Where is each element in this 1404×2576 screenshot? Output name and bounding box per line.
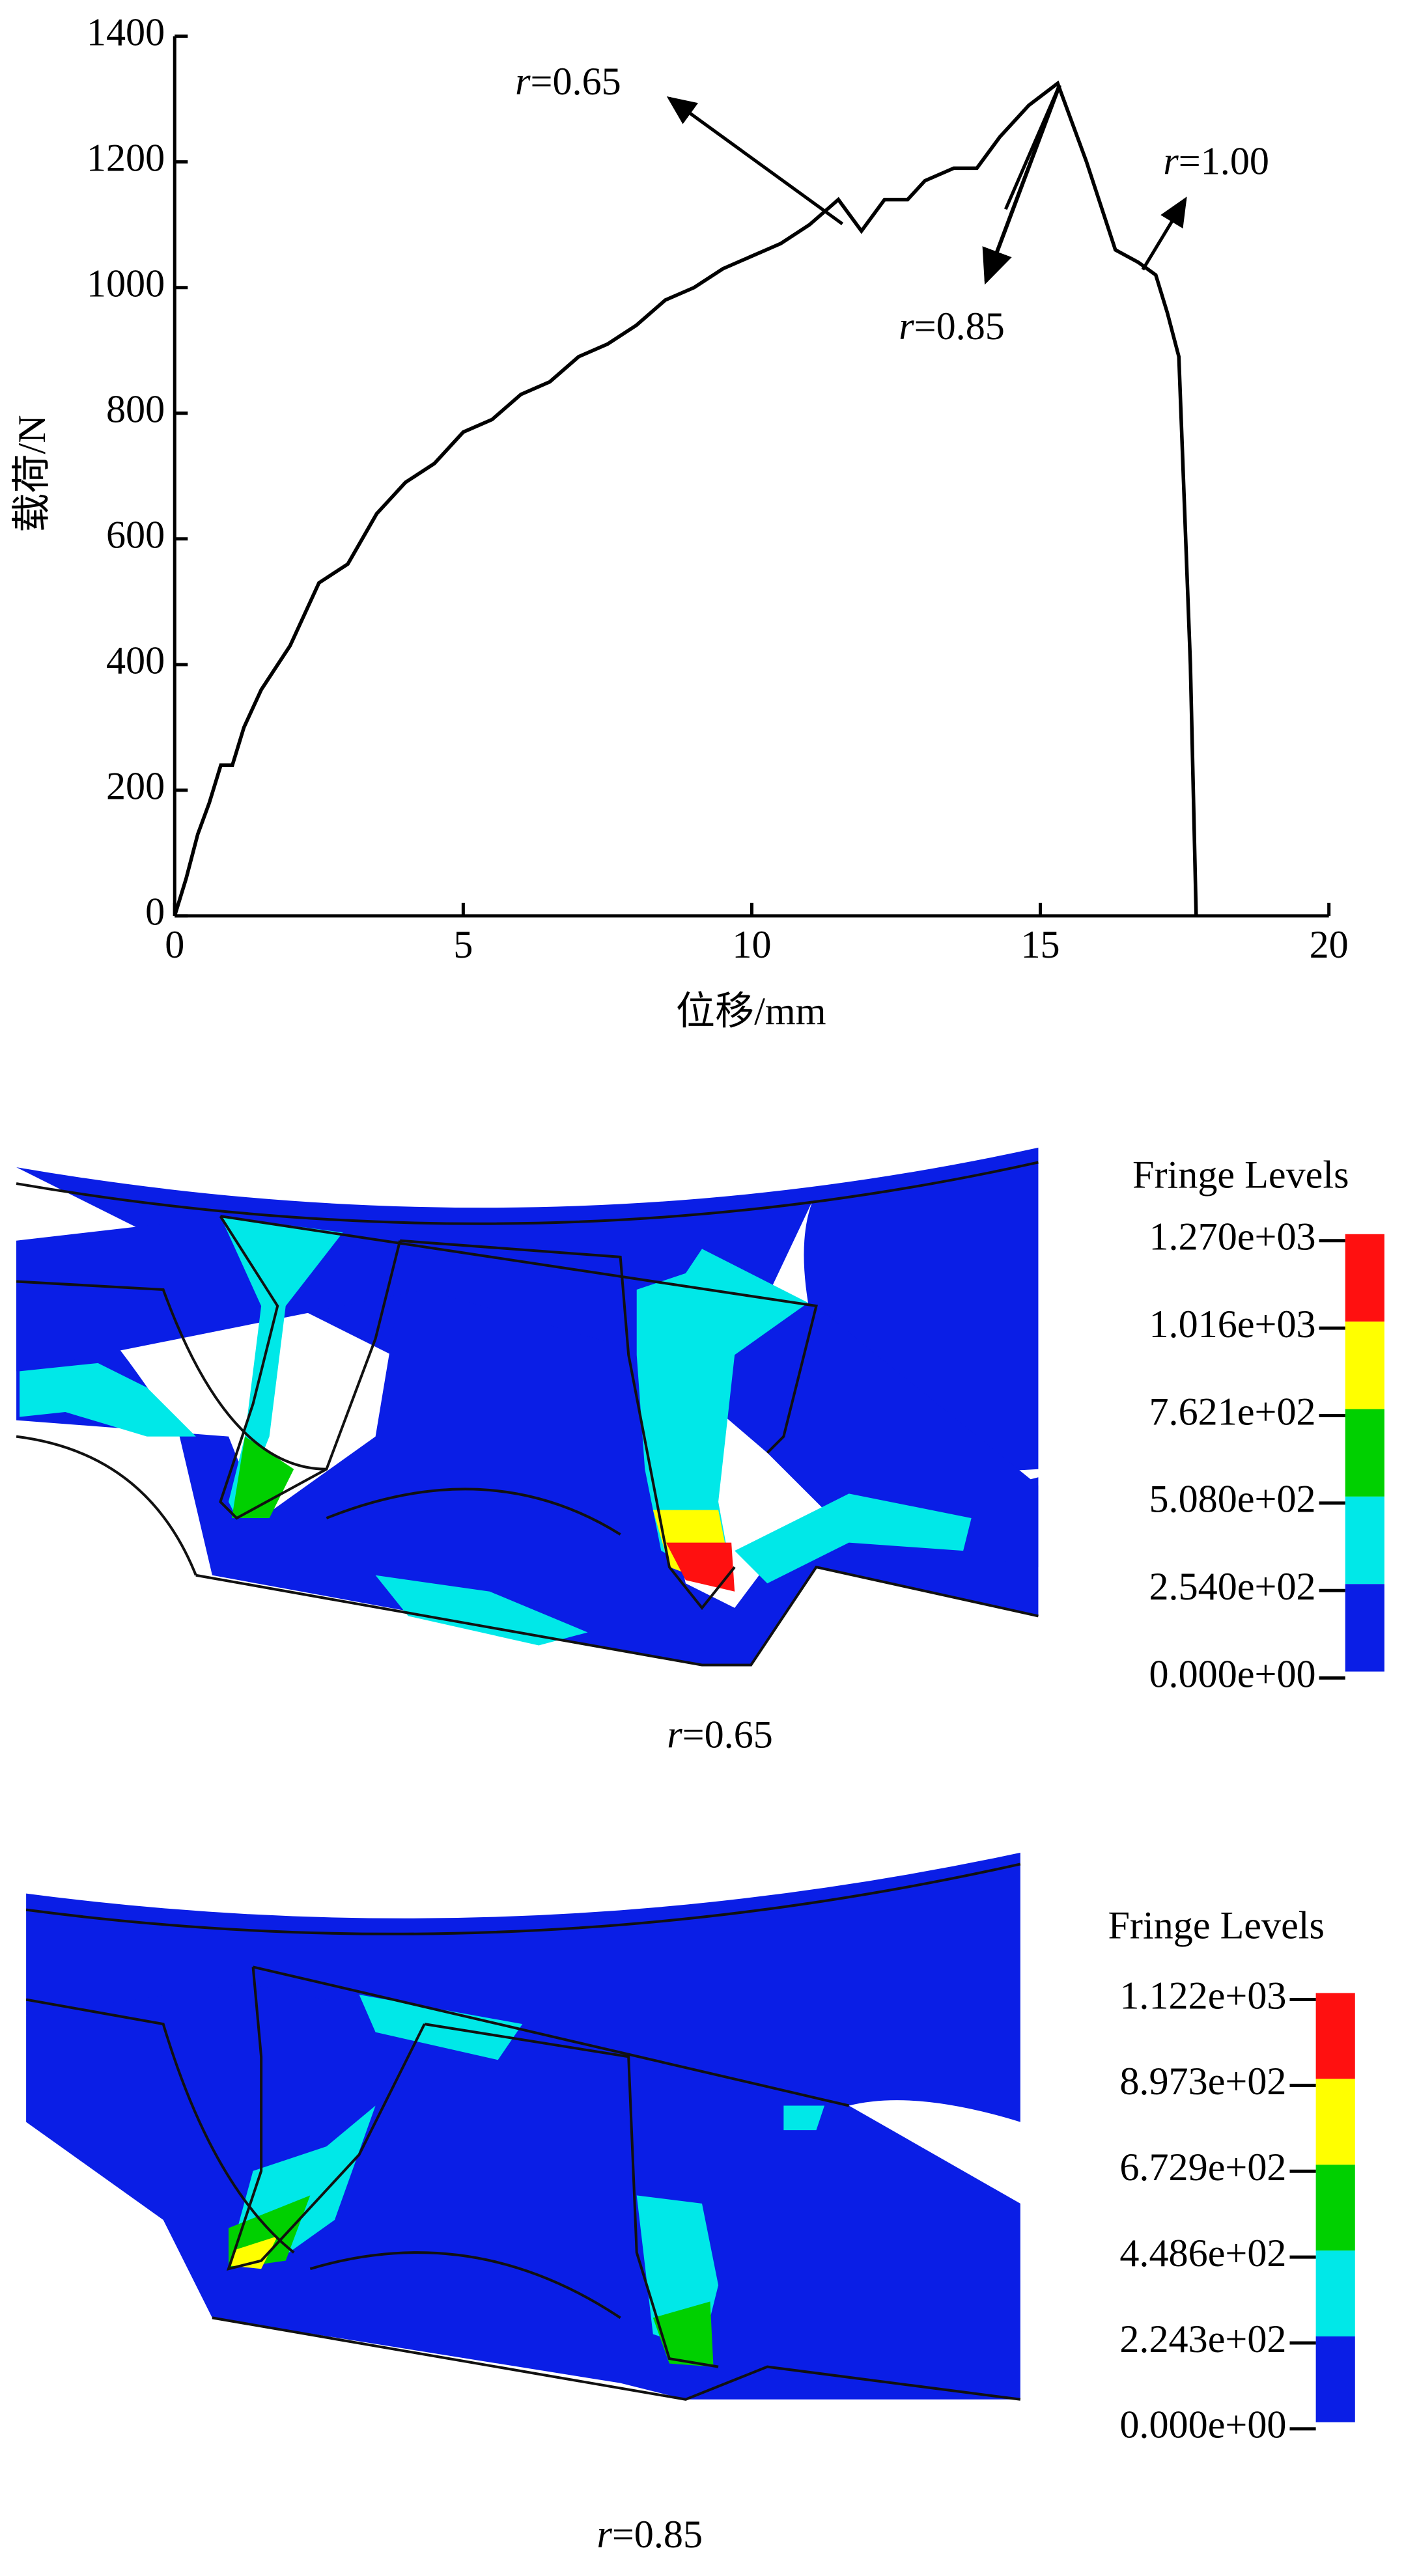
annotation-arrow [982,84,1061,285]
color-band [1345,1234,1384,1322]
fea-image [25,1852,1021,2408]
legend-title: Fringe Levels [1132,1153,1349,1197]
legend-label: 2.243e+02 [1119,2318,1286,2361]
legend-label: 4.486e+02 [1119,2232,1286,2275]
x-tick-label: 0 [165,923,184,967]
legend-label: 1.270e+03 [1149,1215,1315,1259]
annotation-arrow [1004,84,1061,210]
legend-label: 6.729e+02 [1119,2146,1286,2189]
annotation-arrow [666,96,844,225]
x-axis-label: 位移/mm [676,990,826,1034]
legend-label: 0.000e+00 [1119,2403,1286,2447]
y-tick-label: 1000 [87,262,165,306]
legend-label: 2.540e+02 [1149,1565,1315,1609]
legend-label: 1.016e+03 [1149,1303,1315,1346]
y-tick-label: 200 [106,765,165,809]
fea-image [16,1147,1039,1667]
legend-label: 8.973e+02 [1119,2060,1286,2103]
x-tick-label: 5 [453,923,473,967]
annotation: r=1.00 [1163,140,1269,184]
legend-label: 7.621e+02 [1149,1390,1315,1433]
annotation: r=0.65 [515,60,621,104]
y-tick-label: 0 [145,891,165,934]
color-band [1315,2079,1355,2165]
legend-label: 1.122e+03 [1119,1974,1286,2017]
color-band [1315,1993,1355,2079]
y-tick-label: 1200 [87,136,165,180]
color-band [1315,2336,1355,2422]
color-band [1345,1409,1384,1497]
legend-label: 0.000e+00 [1149,1652,1315,1696]
x-tick-label: 10 [732,923,771,967]
caption: r=0.85 [597,2513,703,2556]
legend-title: Fringe Levels [1108,1904,1324,1948]
y-tick-label: 600 [106,514,165,557]
annotation: r=0.85 [899,305,1005,348]
annotation-arrow [1141,197,1187,271]
y-tick-label: 1400 [87,10,165,54]
legend-label: 5.080e+02 [1149,1478,1315,1521]
color-band [1345,1496,1384,1585]
caption: r=0.65 [667,1713,773,1756]
y-axis-label: 载荷/N [10,415,54,532]
x-tick-label: 15 [1020,923,1060,967]
y-tick-label: 800 [106,388,165,432]
color-band [1345,1322,1384,1409]
color-band [1315,2251,1355,2336]
color-band [1315,2165,1355,2251]
y-tick-label: 400 [106,639,165,683]
color-band [1345,1584,1384,1672]
line [173,80,1198,917]
x-tick-label: 20 [1310,923,1349,967]
